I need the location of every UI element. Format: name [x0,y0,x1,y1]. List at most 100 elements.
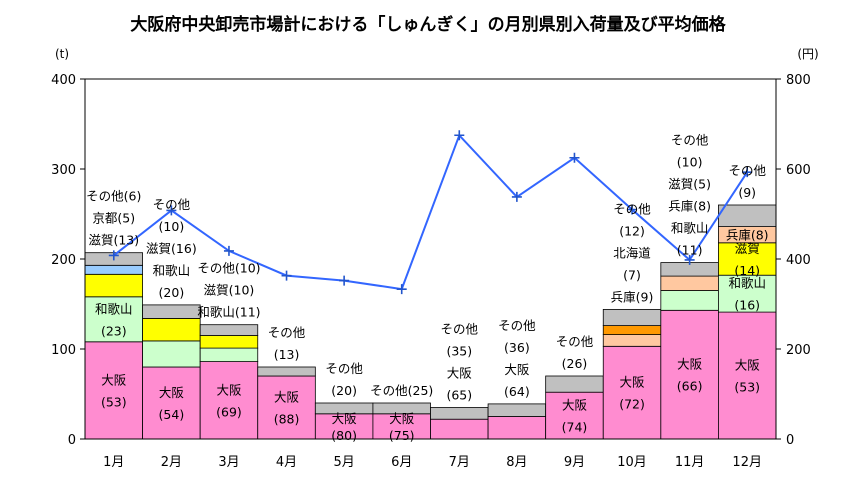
annotation-label: 滋賀(5) [668,177,711,192]
annotation-label: 北海道 [613,245,651,260]
annotation-label: その他(6) [86,189,141,204]
chart-title: 大阪府中央卸売市場計における「しゅんぎく」の月別県別入荷量及び平均価格 [130,14,726,35]
annotation-label: 滋賀(16) [146,241,197,256]
bar-segment-7-6 [430,407,489,420]
bars-group [84,204,777,440]
bar-segment-11-3 [660,275,719,291]
annotation-label: 大阪 [447,366,473,381]
annotation-label: その他(25) [370,383,433,398]
bar-segment-11-0 [660,309,719,440]
annotation-label: (10) [677,155,703,170]
price-line-group [108,130,753,295]
segment-percent: (69) [216,404,242,419]
annotation-label: その他 [671,133,709,148]
annotation-label: その他 [728,163,766,178]
bar-segment-3-1 [199,347,259,363]
segment-percent: (53) [101,394,127,409]
bar-segment-12-6 [718,204,777,228]
bar-segment-10-6 [602,308,662,326]
segment-percent: (80) [331,428,357,443]
annotation-label: (12) [619,223,645,238]
annotation-label: その他 [498,318,536,333]
segment-percent: (23) [101,323,127,338]
segment-label: 滋賀 [735,241,760,256]
annotation-label: 兵庫(8) [668,199,711,214]
y-tick-label: 400 [51,73,76,88]
bar-segment-1-1 [84,296,143,343]
annotation-label: その他 [556,334,594,349]
segment-label: 大阪 [332,411,358,426]
price-point-3 [223,245,234,256]
segment-percent: (66) [677,379,703,394]
price-point-1 [108,250,119,261]
annotation-label: その他 [613,201,651,216]
price-point-4 [281,270,292,281]
bar-segment-3-2 [199,335,259,349]
y2-tick-label: 800 [786,73,811,88]
annotation-label: (10) [159,219,185,234]
annotation-label: (20) [331,383,357,398]
annotation-label: 兵庫(9) [611,289,654,304]
y2-axis-unit: (円) [797,47,818,61]
segment-label: 大阪 [677,357,703,372]
annotation-label: 滋賀(10) [204,283,255,298]
bar-segment-1-5 [84,264,143,275]
y2-tick-label: 200 [786,343,811,358]
price-point-9 [569,152,580,163]
bar-segment-1-0 [84,341,143,440]
segment-label: 大阪 [562,398,588,413]
segment-percent: (54) [159,407,185,422]
segment-percent: (75) [389,428,415,443]
bar-segment-12-2 [718,242,777,276]
plot-frame: 0 100 200 300 400 0 200 400 600 800 1月 2月 3月 4月 5月 6月 7月… [51,73,811,470]
x-tick-label: 10月 [617,455,647,470]
annotation-label: (35) [446,344,472,359]
segment-percent: (16) [734,298,760,313]
annotation-label: その他 [153,197,191,212]
annotation-label: 滋賀(13) [88,233,139,248]
x-tick-label: 1月 [103,455,124,470]
segment-label: 大阪 [216,382,242,397]
x-tick-label: 6月 [391,455,412,470]
annotation-label: (7) [623,267,641,282]
bar-segment-12-0 [718,311,777,440]
annotation-label: その他(10) [197,261,260,276]
bar-segment-3-6 [199,324,259,336]
segment-percent: (88) [274,412,300,427]
price-line [113,133,749,291]
bar-segment-10-3 [602,334,662,347]
x-tick-label: 4月 [276,455,297,470]
annotation-label: (26) [562,356,588,371]
segment-percent: (14) [734,263,760,278]
annotation-label: 和歌山 [153,263,191,278]
segment-label: 和歌山 [728,276,766,291]
x-tick-label: 8月 [506,455,527,470]
annotation-label: (11) [677,243,703,258]
bar-segment-10-4 [602,325,662,336]
price-point-7 [454,130,465,141]
x-tick-label: 5月 [333,455,354,470]
bar-segment-2-6 [142,304,201,319]
annotation-label: (36) [504,340,530,355]
bar-segment-5-0 [314,413,374,440]
segment-percent: (72) [619,397,645,412]
bar-segment-11-1 [660,290,719,311]
annotation-label: (64) [504,384,530,399]
segment-label: 大阪 [735,358,761,373]
y2-tick-label: 600 [786,163,811,178]
annotation-label: その他 [325,361,363,376]
segment-label: 大阪 [159,385,185,400]
y-tick-label: 300 [51,163,76,178]
bar-segment-7-0 [430,418,489,440]
y2-tick-label: 400 [786,253,811,268]
bar-segment-2-2 [142,317,201,342]
annotation-label: 大阪 [504,362,530,377]
bar-segment-9-6 [545,375,604,393]
annotation-label: 和歌山 [671,221,709,236]
x-tick-label: 12月 [732,455,762,470]
y2-tick-label: 0 [786,433,794,448]
price-point-10 [627,204,638,215]
x-tick-label: 7月 [449,455,470,470]
